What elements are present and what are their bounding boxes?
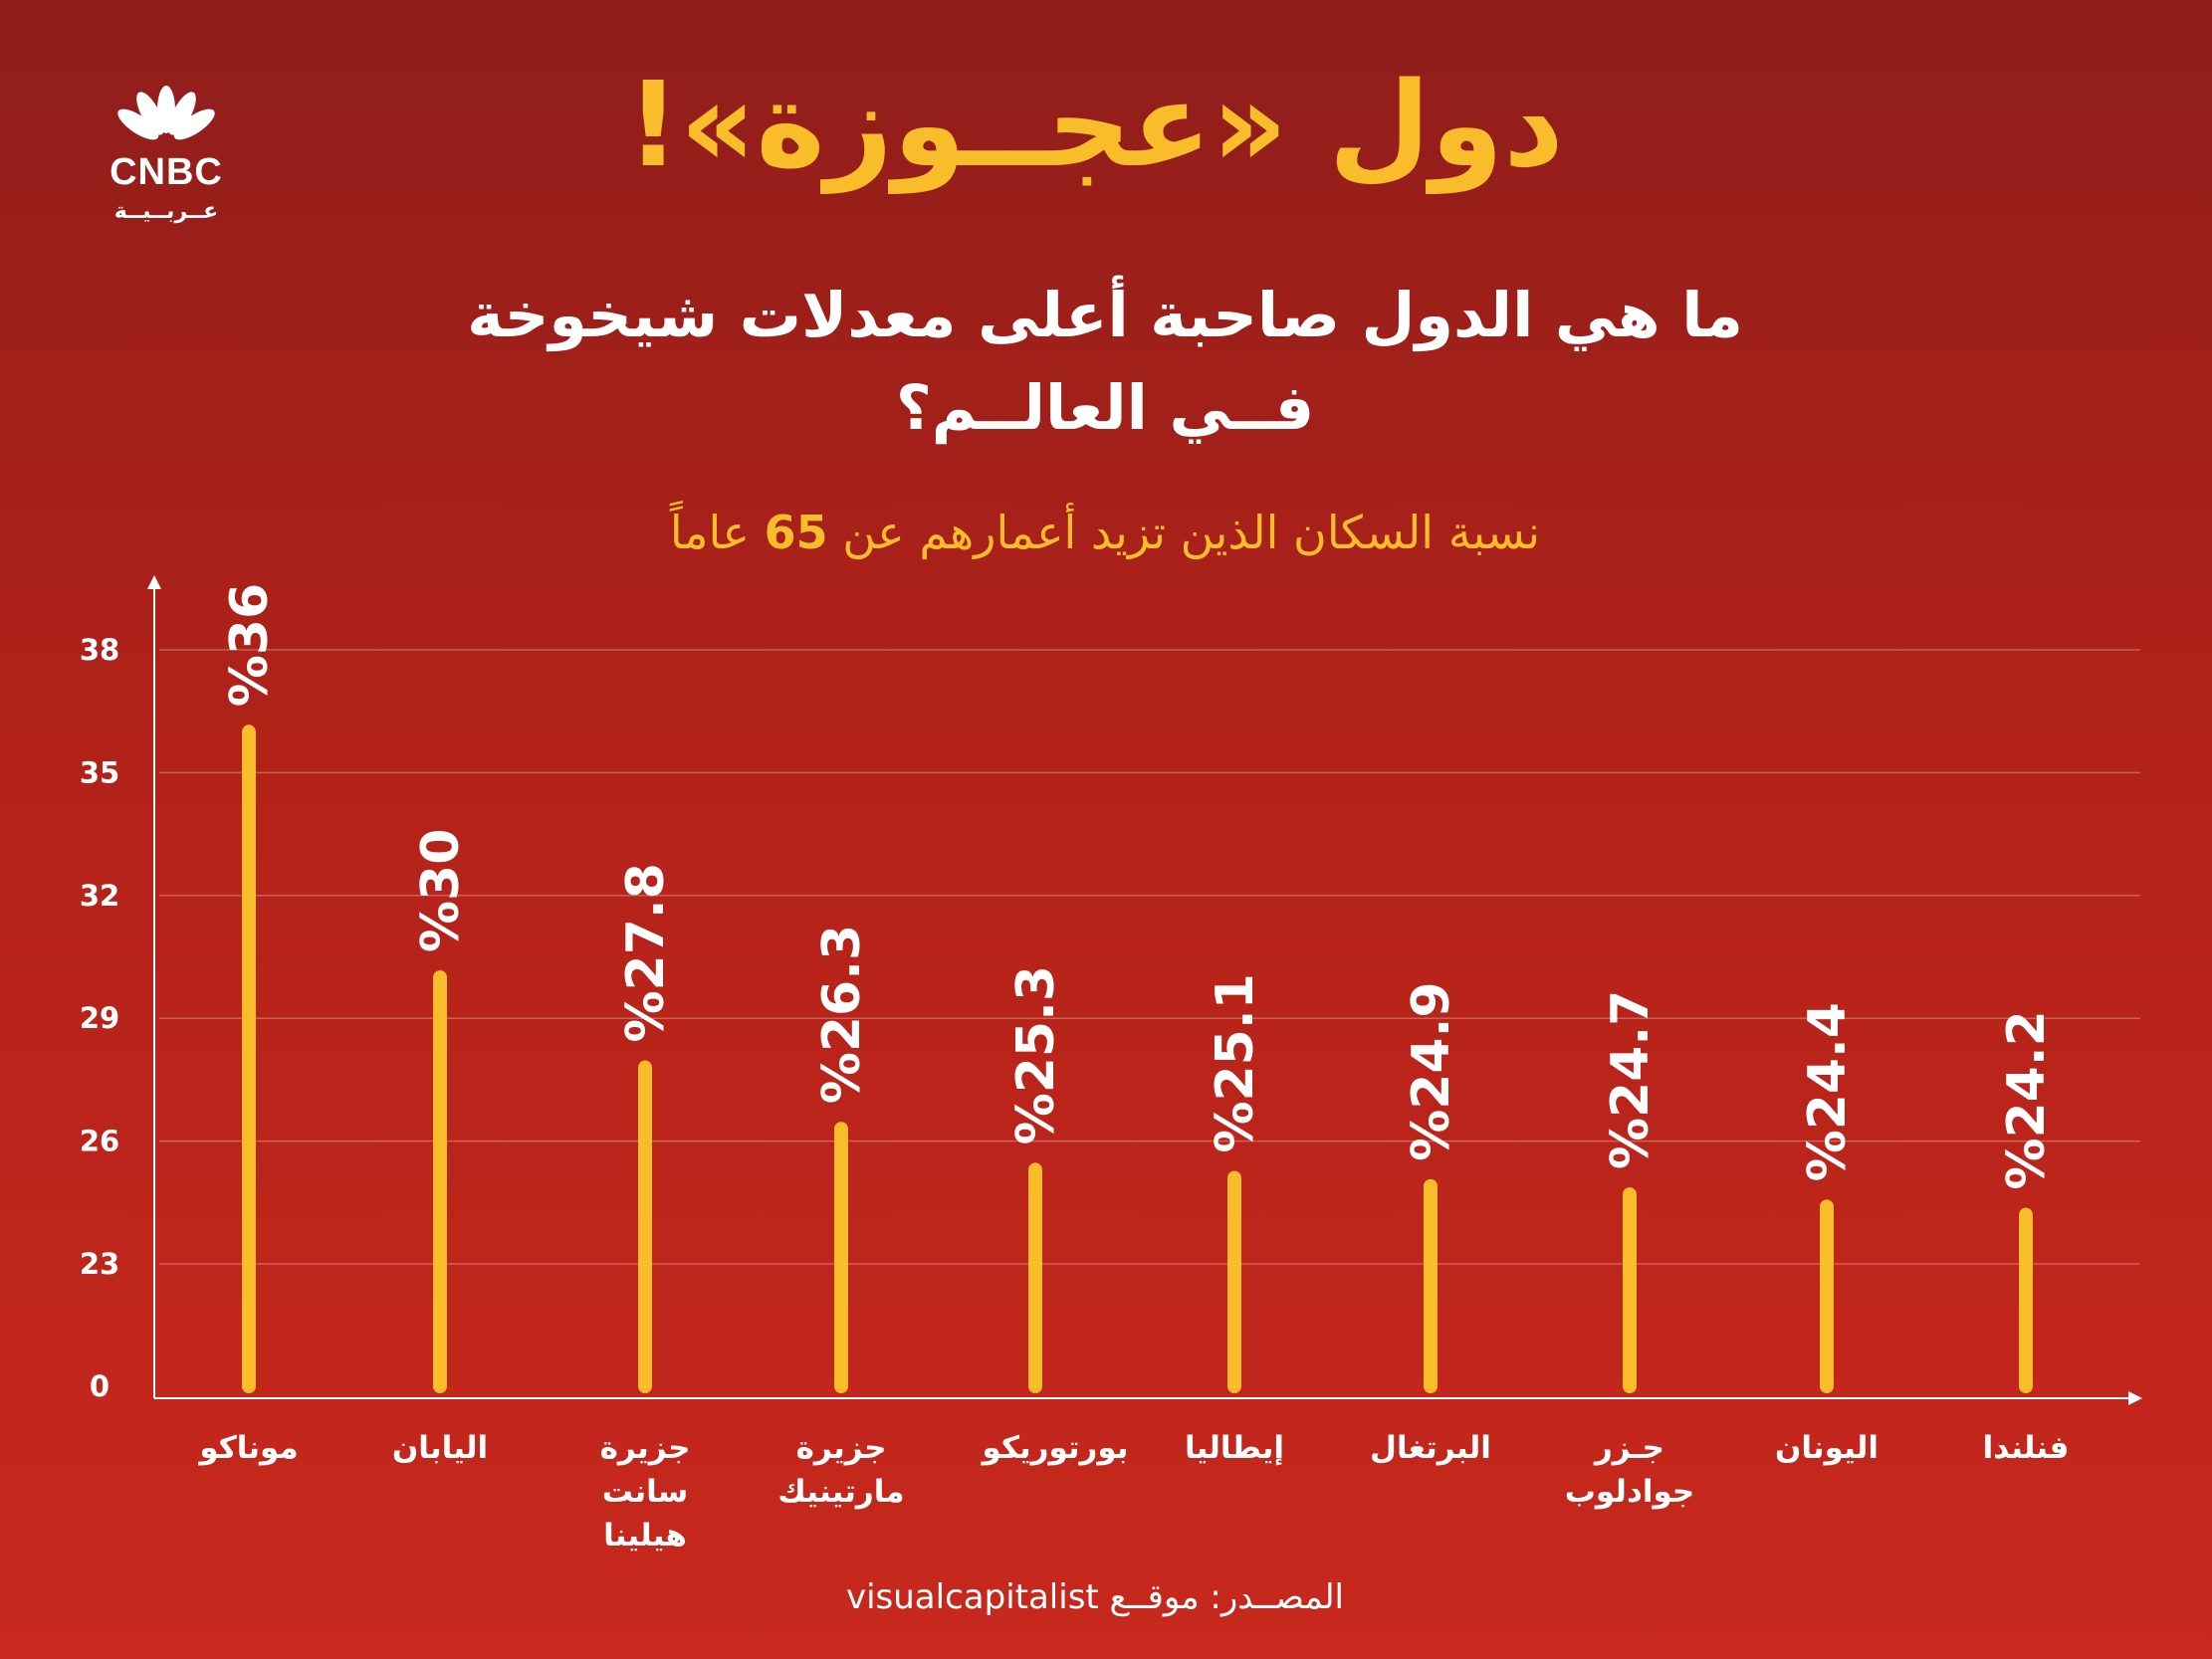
page-title: دول «عجــوزة»! (626, 56, 1564, 193)
value-label: %30 (411, 829, 471, 952)
value-label: %25.3 (1006, 965, 1066, 1144)
cnbc-arabia-logo: CNBC عــربــيــة (92, 82, 241, 231)
category-label: فنلندا (1983, 1430, 2070, 1466)
category-label: اليابان (392, 1430, 488, 1466)
value-label: %27.8 (616, 863, 676, 1042)
category-label: هيلينا (603, 1518, 687, 1554)
y-tick-label: 23 (80, 1247, 119, 1281)
chart-axes (147, 575, 2142, 1405)
y-tick-labels: 0 23 26 29 32 35 38 (80, 633, 119, 1403)
category-label: بورتوريكو (981, 1430, 1129, 1466)
value-label: %24.4 (1798, 1002, 1858, 1181)
value-label: %24.2 (1997, 1010, 2057, 1189)
y-axis-arrow-icon (147, 575, 161, 589)
value-label: %24.7 (1601, 990, 1660, 1169)
category-label: جـزر (1593, 1430, 1664, 1466)
category-label: مارتينيك (777, 1474, 904, 1510)
value-label: %24.9 (1402, 981, 1461, 1160)
value-labels: %36 %30 %27.8 %26.3 %25.3 %25.1 %24.9 %24.7 %24.… (220, 583, 2057, 1190)
y-tick-label: 26 (80, 1125, 119, 1158)
caption-text-before: نسبة السكان الذين تزيد أعمارهم عن (842, 506, 1541, 559)
caption-text-after: عاماً (669, 506, 751, 559)
source-note: المصــدر: موقــع visualcapitalist (845, 1577, 1345, 1617)
category-label: جوادلوب (1565, 1474, 1695, 1510)
y-tick-label: 35 (80, 755, 119, 789)
y-tick-label: 38 (80, 633, 119, 667)
logo-arabic-text: عــربــيــة (113, 199, 219, 224)
peacock-icon (117, 86, 215, 140)
value-label: %26.3 (812, 925, 872, 1104)
subtitle-line-2: فــي العالــم؟ (895, 371, 1315, 444)
logo-wordmark: CNBC (110, 151, 223, 193)
value-label: %36 (220, 583, 280, 707)
category-label: إيطاليا (1185, 1430, 1284, 1466)
category-label: موناكو (197, 1430, 298, 1466)
category-label: البرتغال (1370, 1430, 1491, 1466)
x-axis-arrow-icon (2128, 1391, 2142, 1405)
y-tick-label: 29 (80, 1001, 119, 1035)
subtitle-line-1: ما هي الدول صاحبة أعلى معدلات شيخوخة (467, 279, 1743, 351)
category-label: سانت (602, 1474, 689, 1510)
caption-number: 65 (764, 506, 828, 559)
bars (242, 725, 2033, 1393)
category-labels: موناكو اليابان جزيرة سانت هيلينا جزيرة مارتيني… (197, 1430, 2069, 1554)
category-label: جزيرة (796, 1430, 887, 1466)
grid-lines (159, 649, 2140, 1265)
value-label: %25.1 (1206, 973, 1265, 1152)
chart-caption: نسبة السكان الذين تزيد أعمارهم عن 65 عام… (358, 506, 1852, 559)
page-subtitle: ما هي الدول صاحبة أعلى معدلات شيخوخة فــ… (259, 269, 1951, 454)
category-label: اليونان (1775, 1430, 1879, 1466)
y-tick-label: 0 (90, 1369, 110, 1403)
y-tick-label: 32 (80, 879, 119, 913)
category-label: جزيرة (600, 1430, 691, 1466)
